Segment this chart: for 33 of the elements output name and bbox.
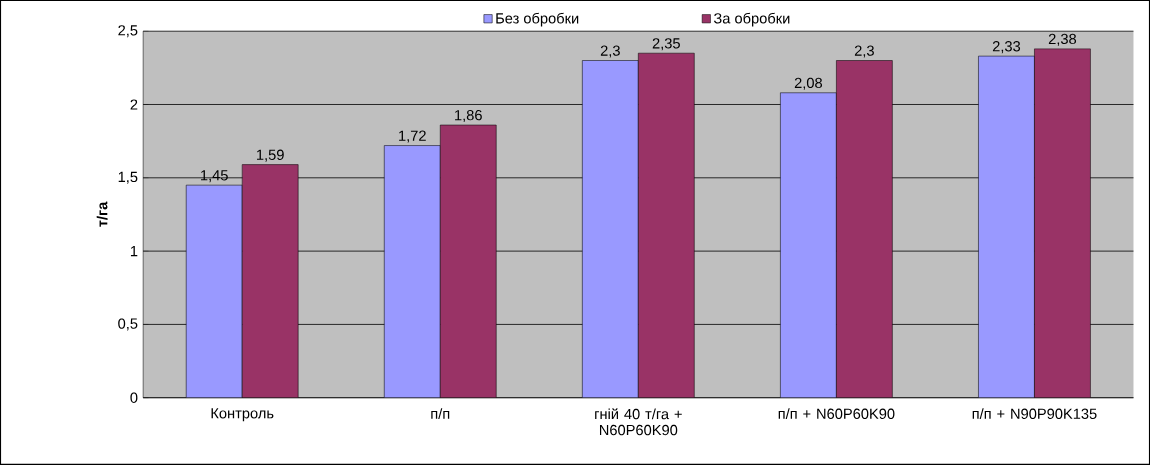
y-axis-title: т/га	[96, 201, 108, 227]
data-label: 1,86	[455, 110, 482, 123]
legend-label: За обробки	[713, 12, 790, 27]
data-label: 2,3	[854, 45, 874, 58]
y-tick-label: 0,5	[118, 318, 138, 331]
x-tick-label: Контроль	[211, 408, 274, 422]
bar	[780, 92, 837, 398]
y-tick-label: 1	[130, 246, 138, 257]
data-label: 1,59	[257, 149, 284, 162]
bar	[978, 55, 1035, 398]
x-tick-label: п/п + N90P90K135	[972, 408, 1097, 420]
x-tick-label: п/п	[431, 408, 450, 420]
legend-label: Без обробки	[496, 12, 579, 27]
data-label: 2,35	[652, 38, 680, 51]
data-label: 2,3	[600, 45, 620, 58]
bar	[638, 53, 695, 398]
data-label: 2,38	[1048, 33, 1077, 46]
bar	[582, 60, 639, 398]
y-tick-label: 2	[130, 99, 138, 110]
bar	[1034, 48, 1091, 398]
y-tick-label: 0	[130, 392, 138, 403]
x-tick-label: гній 40 т/га + N60P60K90	[595, 408, 682, 436]
bar	[242, 164, 299, 398]
bar	[384, 145, 441, 398]
y-tick-label: 2,5	[118, 25, 138, 38]
x-tick-label: п/п + N60P60K90	[778, 408, 895, 420]
bar	[836, 60, 893, 398]
y-tick-label: 1,5	[118, 171, 138, 184]
bar	[440, 125, 497, 398]
data-label: 2,08	[794, 77, 822, 90]
data-label: 1,72	[399, 130, 426, 143]
data-label: 2,33	[992, 41, 1021, 54]
bar	[186, 185, 243, 398]
